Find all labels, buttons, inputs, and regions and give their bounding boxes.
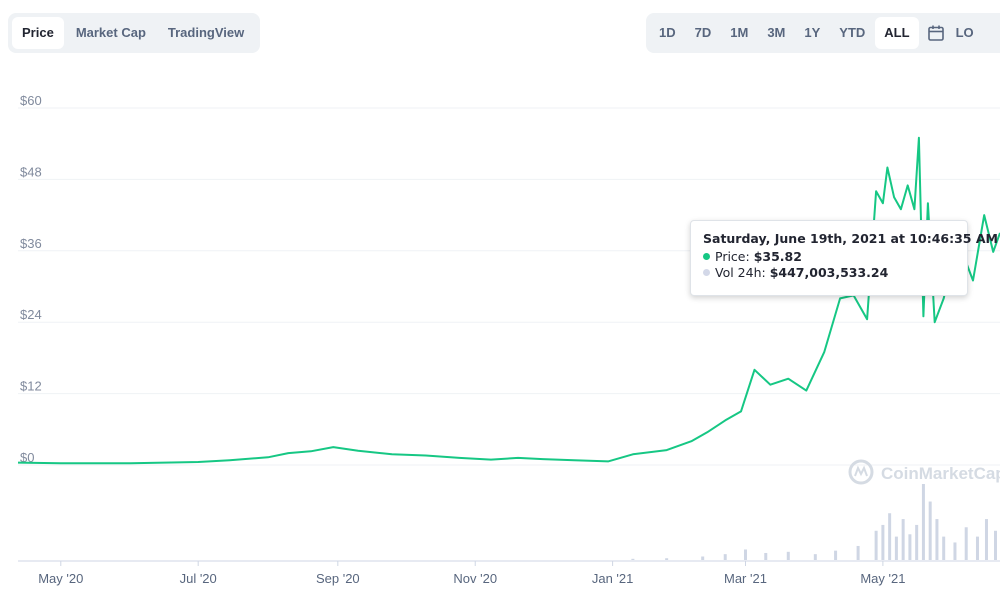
volume-bar bbox=[701, 556, 705, 560]
tooltip-price-row: Price: $35.82 bbox=[703, 249, 955, 265]
volume-bars bbox=[631, 484, 997, 560]
range-7d[interactable]: 7D bbox=[694, 25, 712, 40]
range-1m[interactable]: 1M bbox=[730, 25, 749, 40]
volume-bar bbox=[881, 524, 885, 560]
watermark-text: CoinMarketCap bbox=[881, 464, 1000, 483]
volume-bar bbox=[984, 519, 988, 560]
tooltip-volume-value: $447,003,533.24 bbox=[769, 265, 889, 280]
y-tick-label: $36 bbox=[20, 236, 42, 251]
tab-market-cap[interactable]: Market Cap bbox=[75, 25, 146, 40]
range-all[interactable]: ALL bbox=[875, 17, 919, 49]
y-tick-label: $60 bbox=[20, 93, 42, 108]
tooltip-price-label: Price: bbox=[715, 249, 750, 264]
volume-bar bbox=[874, 530, 878, 560]
y-axis: $60 $48 $36 $24 $12 $0 bbox=[20, 93, 42, 465]
coinmarketcap-watermark: CoinMarketCap bbox=[848, 459, 1000, 485]
log-scale-button[interactable]: LO bbox=[955, 25, 974, 40]
volume-bar bbox=[723, 554, 727, 560]
volume-bar bbox=[894, 536, 898, 560]
tooltip-volume-label: Vol 24h: bbox=[715, 265, 766, 280]
x-tick-label: Jan '21 bbox=[592, 571, 634, 586]
y-tick-label: $48 bbox=[20, 164, 42, 179]
volume-bar bbox=[908, 534, 912, 560]
volume-bar bbox=[888, 513, 892, 560]
x-tick-label: Jul '20 bbox=[180, 571, 217, 586]
price-line bbox=[17, 136, 1000, 465]
volume-bar bbox=[921, 484, 925, 560]
x-axis: May '20 Jul '20 Sep '20 Nov '20 Jan '21 Mar '… bbox=[38, 561, 905, 586]
volume-bar bbox=[901, 519, 905, 560]
volume-bar bbox=[964, 527, 968, 560]
volume-bar bbox=[764, 552, 768, 560]
x-tick-label: May '20 bbox=[38, 571, 83, 586]
volume-bar bbox=[942, 536, 946, 560]
range-1y[interactable]: 1Y bbox=[804, 25, 821, 40]
tooltip-volume-row: Vol 24h: $447,003,533.24 bbox=[703, 265, 955, 281]
time-range-selector: 1D 7D 1M 3M 1Y YTD ALL LO bbox=[646, 13, 1000, 53]
x-tick-label: Sep '20 bbox=[316, 571, 360, 586]
volume-bar bbox=[834, 550, 838, 560]
chart-type-tabs: Price Market Cap TradingView bbox=[8, 13, 261, 53]
tab-tradingview[interactable]: TradingView bbox=[167, 25, 245, 40]
volume-bar bbox=[953, 542, 957, 560]
range-3m[interactable]: 3M bbox=[767, 25, 786, 40]
y-tick-label: $0 bbox=[20, 450, 34, 465]
range-ytd[interactable]: YTD bbox=[839, 25, 866, 40]
volume-bar bbox=[915, 524, 919, 560]
volume-bar bbox=[993, 530, 997, 560]
tab-price[interactable]: Price bbox=[12, 17, 64, 49]
y-tick-label: $12 bbox=[20, 379, 42, 394]
volume-bar bbox=[631, 558, 635, 560]
volume-bar bbox=[786, 551, 790, 560]
x-tick-label: Mar '21 bbox=[724, 571, 767, 586]
volume-bar bbox=[813, 554, 817, 560]
price-series bbox=[17, 136, 1000, 465]
volume-dot-icon bbox=[703, 269, 710, 276]
price-dot-icon bbox=[703, 253, 710, 260]
volume-bar bbox=[928, 501, 932, 560]
tooltip-price-value: $35.82 bbox=[753, 249, 802, 264]
y-tick-label: $24 bbox=[20, 307, 42, 322]
calendar-icon[interactable] bbox=[920, 17, 952, 49]
volume-bar bbox=[975, 536, 979, 560]
volume-bar bbox=[935, 519, 939, 560]
volume-bar bbox=[665, 558, 669, 560]
x-tick-label: May '21 bbox=[860, 571, 905, 586]
volume-bar bbox=[743, 549, 747, 560]
chart-tooltip: Saturday, June 19th, 2021 at 10:46:35 AM… bbox=[690, 220, 998, 296]
range-1d[interactable]: 1D bbox=[659, 25, 676, 40]
tooltip-date: Saturday, June 19th, 2021 at 10:46:35 AM bbox=[703, 231, 998, 246]
x-tick-label: Nov '20 bbox=[453, 571, 497, 586]
volume-bar bbox=[856, 545, 860, 560]
